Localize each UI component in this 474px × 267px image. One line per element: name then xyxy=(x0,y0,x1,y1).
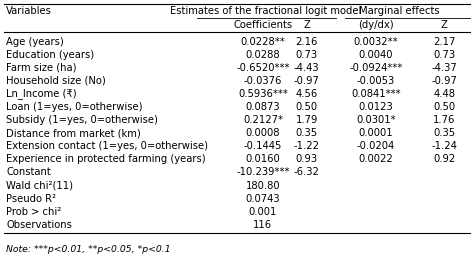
Text: 0.0228**: 0.0228** xyxy=(240,37,285,47)
Text: 0.0008: 0.0008 xyxy=(246,128,280,138)
Text: Extension contact (1=yes, 0=otherwise): Extension contact (1=yes, 0=otherwise) xyxy=(6,141,208,151)
Text: 0.0743: 0.0743 xyxy=(246,194,280,203)
Text: 0.35: 0.35 xyxy=(296,128,318,138)
Text: -0.0204: -0.0204 xyxy=(357,141,395,151)
Text: 2.16: 2.16 xyxy=(296,37,318,47)
Text: Experience in protected farming (years): Experience in protected farming (years) xyxy=(6,154,206,164)
Text: Subsidy (1=yes, 0=otherwise): Subsidy (1=yes, 0=otherwise) xyxy=(6,115,158,125)
Text: Age (years): Age (years) xyxy=(6,37,64,47)
Text: -0.1445: -0.1445 xyxy=(244,141,282,151)
Text: Pseudo R²: Pseudo R² xyxy=(6,194,56,203)
Text: -6.32: -6.32 xyxy=(294,167,319,178)
Text: -0.0376: -0.0376 xyxy=(244,76,282,86)
Text: 0.35: 0.35 xyxy=(433,128,456,138)
Text: 0.0873: 0.0873 xyxy=(246,102,280,112)
Text: -0.0053: -0.0053 xyxy=(357,76,395,86)
Text: Coefficients: Coefficients xyxy=(233,20,292,30)
Text: 2.17: 2.17 xyxy=(433,37,456,47)
Text: 0.0301*: 0.0301* xyxy=(356,115,396,125)
Text: Household size (No): Household size (No) xyxy=(6,76,106,86)
Text: -1.24: -1.24 xyxy=(431,141,457,151)
Text: Farm size (ha): Farm size (ha) xyxy=(6,63,77,73)
Text: Education (years): Education (years) xyxy=(6,50,94,60)
Text: 180.80: 180.80 xyxy=(246,180,280,191)
Text: -4.43: -4.43 xyxy=(294,63,319,73)
Text: 0.0160: 0.0160 xyxy=(246,154,280,164)
Text: 4.56: 4.56 xyxy=(296,89,318,99)
Text: Note: ***p<0.01, **p<0.05, *p<0.1: Note: ***p<0.01, **p<0.05, *p<0.1 xyxy=(6,245,171,254)
Text: Distance from market (km): Distance from market (km) xyxy=(6,128,141,138)
Text: 0.0040: 0.0040 xyxy=(359,50,393,60)
Text: Wald chi²(11): Wald chi²(11) xyxy=(6,180,73,191)
Text: Variables: Variables xyxy=(6,6,52,17)
Text: 0.93: 0.93 xyxy=(296,154,318,164)
Text: Constant: Constant xyxy=(6,167,51,178)
Text: -0.0924***: -0.0924*** xyxy=(349,63,403,73)
Text: 1.79: 1.79 xyxy=(296,115,318,125)
Text: 0.2127*: 0.2127* xyxy=(243,115,283,125)
Text: 0.0022: 0.0022 xyxy=(359,154,393,164)
Text: 0.5936***: 0.5936*** xyxy=(238,89,288,99)
Text: Ln_Income (₹): Ln_Income (₹) xyxy=(6,89,77,100)
Text: -1.22: -1.22 xyxy=(294,141,320,151)
Text: (dy/dx): (dy/dx) xyxy=(358,20,394,30)
Text: 0.0841***: 0.0841*** xyxy=(351,89,401,99)
Text: 0.0032**: 0.0032** xyxy=(354,37,398,47)
Text: -4.37: -4.37 xyxy=(431,63,457,73)
Text: 0.50: 0.50 xyxy=(296,102,318,112)
Text: 0.001: 0.001 xyxy=(249,207,277,217)
Text: -10.239***: -10.239*** xyxy=(236,167,290,178)
Text: 0.0123: 0.0123 xyxy=(359,102,393,112)
Text: Z: Z xyxy=(303,20,310,30)
Text: 0.92: 0.92 xyxy=(433,154,456,164)
Text: 0.0288: 0.0288 xyxy=(246,50,280,60)
Text: Observations: Observations xyxy=(6,220,72,230)
Text: -0.97: -0.97 xyxy=(431,76,457,86)
Text: Prob > chi²: Prob > chi² xyxy=(6,207,61,217)
Text: 0.73: 0.73 xyxy=(433,50,456,60)
Text: 0.0001: 0.0001 xyxy=(359,128,393,138)
Text: -0.6520***: -0.6520*** xyxy=(236,63,290,73)
Text: 0.73: 0.73 xyxy=(296,50,318,60)
Text: 0.50: 0.50 xyxy=(433,102,456,112)
Text: Z: Z xyxy=(441,20,448,30)
Text: 116: 116 xyxy=(254,220,273,230)
Text: -0.97: -0.97 xyxy=(294,76,319,86)
Text: 4.48: 4.48 xyxy=(433,89,456,99)
Text: Loan (1=yes, 0=otherwise): Loan (1=yes, 0=otherwise) xyxy=(6,102,143,112)
Text: Estimates of the fractional logit model: Estimates of the fractional logit model xyxy=(170,6,361,17)
Text: 1.76: 1.76 xyxy=(433,115,456,125)
Text: Marginal effects: Marginal effects xyxy=(359,6,440,17)
